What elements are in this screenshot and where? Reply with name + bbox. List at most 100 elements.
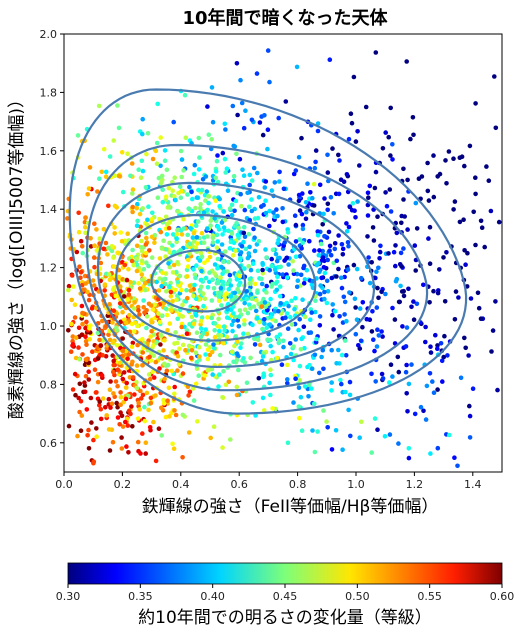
scatter-point <box>205 234 210 239</box>
scatter-point <box>230 328 235 334</box>
scatter-point <box>229 202 235 208</box>
scatter-point <box>102 282 108 287</box>
scatter-point <box>172 408 177 413</box>
scatter-point <box>154 340 159 346</box>
scatter-point <box>237 273 242 279</box>
scatter-point <box>113 379 119 384</box>
scatter-point <box>261 373 267 379</box>
scatter-point <box>282 240 288 245</box>
scatter-point <box>370 309 375 314</box>
scatter-point <box>227 278 233 283</box>
scatter-point <box>238 250 244 255</box>
scatter-point <box>139 158 145 164</box>
scatter-point <box>369 371 374 377</box>
scatter-point <box>210 240 216 245</box>
scatter-point <box>473 101 478 106</box>
scatter-point <box>275 274 280 280</box>
scatter-point <box>484 164 489 169</box>
scatter-point <box>180 342 186 348</box>
scatter-point <box>410 115 416 120</box>
scatter-point <box>408 136 413 142</box>
scatter-point <box>143 250 149 256</box>
scatter-point <box>315 121 321 126</box>
scatter-point <box>95 356 101 361</box>
scatter-point <box>156 311 161 316</box>
scatter-point <box>84 342 89 348</box>
scatter-point <box>100 396 106 401</box>
scatter-point <box>193 381 199 387</box>
scatter-point <box>217 196 222 202</box>
scatter-point <box>337 314 342 319</box>
scatter-point <box>138 175 144 180</box>
scatter-point <box>251 226 256 232</box>
scatter-point <box>129 404 134 409</box>
scatter-point <box>261 202 266 208</box>
scatter-point <box>77 357 82 362</box>
scatter-point <box>162 361 167 367</box>
scatter-point <box>158 229 164 235</box>
scatter-point <box>149 234 155 240</box>
scatter-point <box>411 132 416 138</box>
scatter-point <box>270 349 275 355</box>
scatter-point <box>247 302 252 308</box>
scatter-point <box>322 296 327 302</box>
scatter-point <box>191 230 197 236</box>
scatter-point <box>360 324 365 330</box>
scatter-point <box>141 305 146 310</box>
scatter-point <box>164 247 169 252</box>
scatter-point <box>401 166 406 172</box>
scatter-point <box>440 379 445 384</box>
scatter-point <box>130 209 135 215</box>
scatter-point <box>179 174 184 180</box>
scatter-point <box>191 321 197 327</box>
scatter-point <box>451 207 456 212</box>
scatter-point <box>135 439 141 445</box>
scatter-point <box>315 229 321 234</box>
scatter-point <box>166 185 172 191</box>
scatter-point <box>388 209 394 214</box>
density-contour <box>68 88 468 415</box>
scatter-point <box>128 280 133 285</box>
scatter-point <box>169 410 174 416</box>
scatter-point <box>74 249 80 255</box>
scatter-point <box>329 380 335 385</box>
scatter-point <box>256 194 262 200</box>
scatter-point <box>317 314 323 319</box>
scatter-point <box>180 302 185 308</box>
scatter-point <box>210 372 215 377</box>
scatter-point <box>255 337 261 343</box>
scatter-point <box>224 315 230 320</box>
scatter-point <box>322 270 328 276</box>
scatter-point <box>204 189 210 194</box>
scatter-point <box>107 387 113 393</box>
scatter-point <box>112 362 117 368</box>
scatter-point <box>300 297 305 303</box>
scatter-point <box>92 243 97 248</box>
scatter-point <box>293 222 299 228</box>
scatter-point <box>194 330 200 336</box>
density-contour <box>86 143 429 392</box>
scatter-point <box>301 324 307 330</box>
scatter-point <box>231 359 236 365</box>
scatter-point <box>223 382 229 388</box>
scatter-point <box>319 275 324 281</box>
scatter-point <box>144 260 149 266</box>
scatter-point <box>234 277 240 282</box>
scatter-point <box>239 203 244 209</box>
scatter-point <box>383 291 388 297</box>
scatter-point <box>259 304 265 309</box>
scatter-point <box>334 361 339 366</box>
scatter-point <box>379 289 384 295</box>
scatter-point <box>404 325 410 330</box>
scatter-point <box>149 329 154 334</box>
scatter-point <box>138 451 143 456</box>
scatter-point <box>423 417 429 422</box>
scatter-point <box>493 299 498 304</box>
scatter-point <box>252 336 257 342</box>
scatter-point <box>173 330 178 335</box>
scatter-point <box>123 419 128 425</box>
scatter-point <box>160 356 165 361</box>
scatter-point <box>397 262 403 267</box>
scatter-point <box>270 247 276 253</box>
scatter-point <box>147 376 153 382</box>
